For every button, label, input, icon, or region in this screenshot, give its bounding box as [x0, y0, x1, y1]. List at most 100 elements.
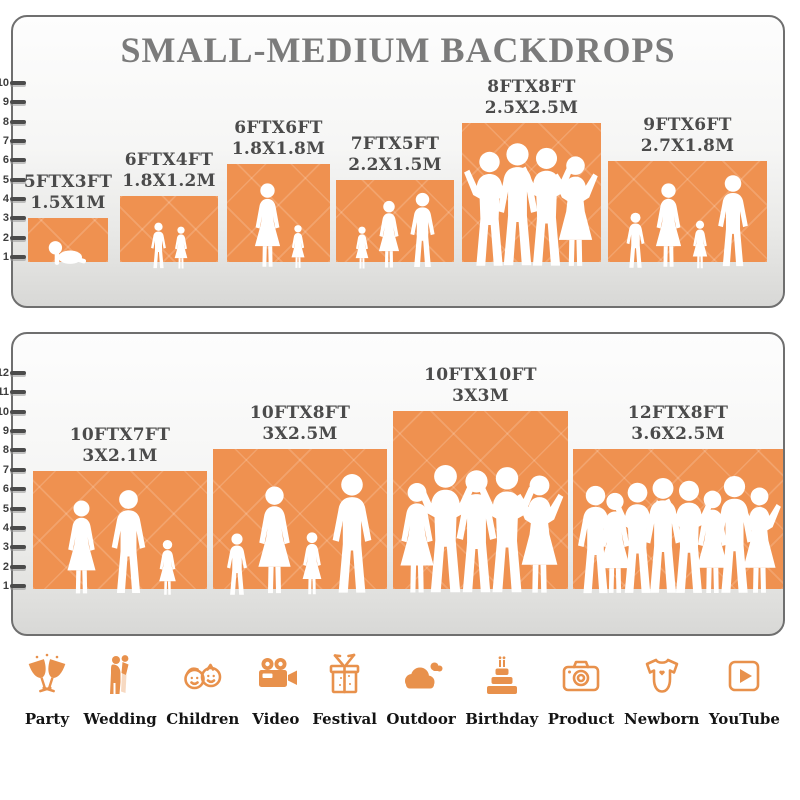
ruler-tick-mark	[10, 409, 26, 414]
ruler-tick: 4	[0, 193, 26, 205]
backdrop-10ftx8ft: 10FTX8FT 3X2.5M	[213, 403, 387, 589]
woman-posing-silhouette	[512, 473, 567, 597]
ruler-tick: 10	[0, 77, 26, 89]
ruler-tick-label: 10	[0, 77, 9, 89]
baby-silhouette	[47, 239, 89, 267]
category-label: Video	[252, 710, 300, 728]
girl-silhouette	[353, 226, 371, 270]
size-ft-text: 6FTX6FT	[234, 118, 323, 138]
ruler-tick-mark	[10, 177, 26, 182]
category-festival: Festival	[312, 652, 377, 728]
backdrop-canvas	[393, 411, 568, 589]
backdrop-size-label: 9FTX6FT 2.7X1.8M	[641, 115, 735, 157]
ruler-tick: 2	[0, 232, 26, 244]
woman-silhouette	[375, 200, 403, 270]
ruler-tick-mark	[10, 429, 26, 434]
size-m-text: 2.5X2.5M	[484, 98, 579, 118]
ruler-tick-label: 9	[2, 425, 9, 438]
ruler-tick-mark	[10, 158, 26, 163]
panel-small-medium: SMALL-MEDIUM BACKDROPS 10 9 8 7 6 5 4 3 …	[0, 15, 785, 308]
backdrop-size-label: 7FTX5FT 2.2X1.5M	[348, 134, 442, 176]
ruler-tick-label: 5	[2, 173, 9, 186]
boy-silhouette	[624, 212, 647, 270]
size-ft-text: 10FTX7FT	[69, 425, 171, 445]
ruler-bottom: 12 11 10 9 8 7 6 5 4 3 2 1	[0, 367, 26, 592]
category-party: Party	[20, 652, 74, 728]
category-video: Video	[249, 652, 303, 728]
backdrop-canvas	[573, 449, 783, 589]
category-row: Party Wedding	[20, 652, 780, 728]
ruler-tick-mark	[10, 487, 26, 492]
ruler-tick-label: 11	[0, 386, 9, 399]
ruler-tick: 6	[0, 483, 26, 495]
ruler-tick: 5	[0, 503, 26, 515]
ruler-tick-mark	[10, 235, 26, 240]
size-ft-text: 12FTX8FT	[627, 403, 729, 423]
woman-posing-silhouette	[735, 485, 784, 597]
backdrop-canvas	[336, 180, 454, 262]
backdrop-canvas	[608, 161, 767, 262]
ruler-tick-label: 7	[2, 134, 9, 147]
size-ft-text: 9FTX6FT	[643, 115, 732, 135]
man-silhouette	[327, 473, 377, 597]
ruler-tick-label: 9	[2, 96, 9, 109]
ruler-tick: 4	[0, 522, 26, 534]
birthday-icon	[486, 656, 517, 694]
ruler-tick-mark	[10, 448, 26, 453]
ruler-tick: 11	[0, 386, 26, 398]
girl-silhouette	[289, 224, 307, 270]
ruler-tick-mark	[10, 138, 26, 143]
category-label: Product	[547, 710, 615, 728]
ruler-tick-mark	[10, 545, 26, 550]
woman-silhouette	[252, 485, 297, 597]
size-m-text: 3X3M	[452, 386, 509, 406]
ruler-tick: 12	[0, 367, 26, 379]
ruler-tick-label: 12	[0, 367, 9, 379]
ruler-tick-label: 3	[2, 541, 9, 554]
ruler-tick-label: 8	[2, 115, 9, 128]
boy-silhouette	[224, 533, 250, 597]
backdrop-size-label: 10FTX7FT 3X2.1M	[70, 425, 171, 467]
backdrop-10ftx10ft: 10FTX10FT 3X3M	[393, 365, 568, 589]
ruler-top: 10 9 8 7 6 5 4 3 2 1	[0, 77, 26, 263]
ruler-tick-mark	[10, 119, 26, 124]
category-label: Wedding	[83, 710, 157, 728]
size-m-text: 3X2.5M	[262, 424, 338, 444]
product-icon	[562, 660, 600, 692]
wedding-icon	[110, 655, 129, 694]
ruler-tick-label: 5	[2, 502, 9, 515]
size-ft-text: 7FTX5FT	[350, 134, 440, 154]
category-newborn: Newborn	[624, 652, 699, 728]
ruler-tick-mark	[10, 583, 26, 588]
ruler-tick-label: 10	[0, 405, 9, 418]
ruler-tick-mark	[10, 390, 26, 395]
ruler-tick: 8	[0, 444, 26, 456]
ruler-tick-mark	[10, 216, 26, 221]
backdrop-7ftx5ft: 7FTX5FT 2.2X1.5M	[336, 134, 454, 262]
size-m-text: 1.8X1.2M	[122, 171, 216, 191]
backdrop-canvas	[28, 218, 108, 262]
backdrop-size-label: 6FTX6FT 1.8X1.8M	[232, 118, 326, 160]
size-ft-text: 10FTX10FT	[424, 365, 537, 385]
man-silhouette	[407, 192, 438, 270]
backdrop-canvas	[33, 471, 207, 589]
ruler-tick-label: 2	[2, 560, 9, 573]
category-outdoor: Outdoor	[386, 652, 456, 728]
size-m-text: 3.6X2.5M	[631, 424, 725, 444]
ruler-tick-label: 4	[2, 521, 9, 534]
backdrop-8ftx8ft: 8FTX8FT 2.5X2.5M	[462, 77, 601, 262]
ruler-tick: 1	[0, 251, 26, 263]
children-icon	[183, 663, 222, 690]
woman-silhouette	[250, 182, 285, 270]
ruler-tick: 3	[0, 212, 26, 224]
ruler-tick-mark	[10, 100, 26, 105]
panel-large: 12 11 10 9 8 7 6 5 4 3 2 1 10FTX7FT 3X2.…	[0, 332, 785, 636]
size-ft-text: 6FTX4FT	[124, 150, 214, 170]
festival-icon	[329, 653, 359, 694]
video-icon	[258, 658, 297, 687]
backdrop-10ftx7ft: 10FTX7FT 3X2.1M	[33, 425, 207, 589]
size-m-text: 2.7X1.8M	[640, 136, 735, 156]
category-label: Birthday	[465, 710, 539, 728]
ruler-tick-mark	[10, 81, 26, 85]
